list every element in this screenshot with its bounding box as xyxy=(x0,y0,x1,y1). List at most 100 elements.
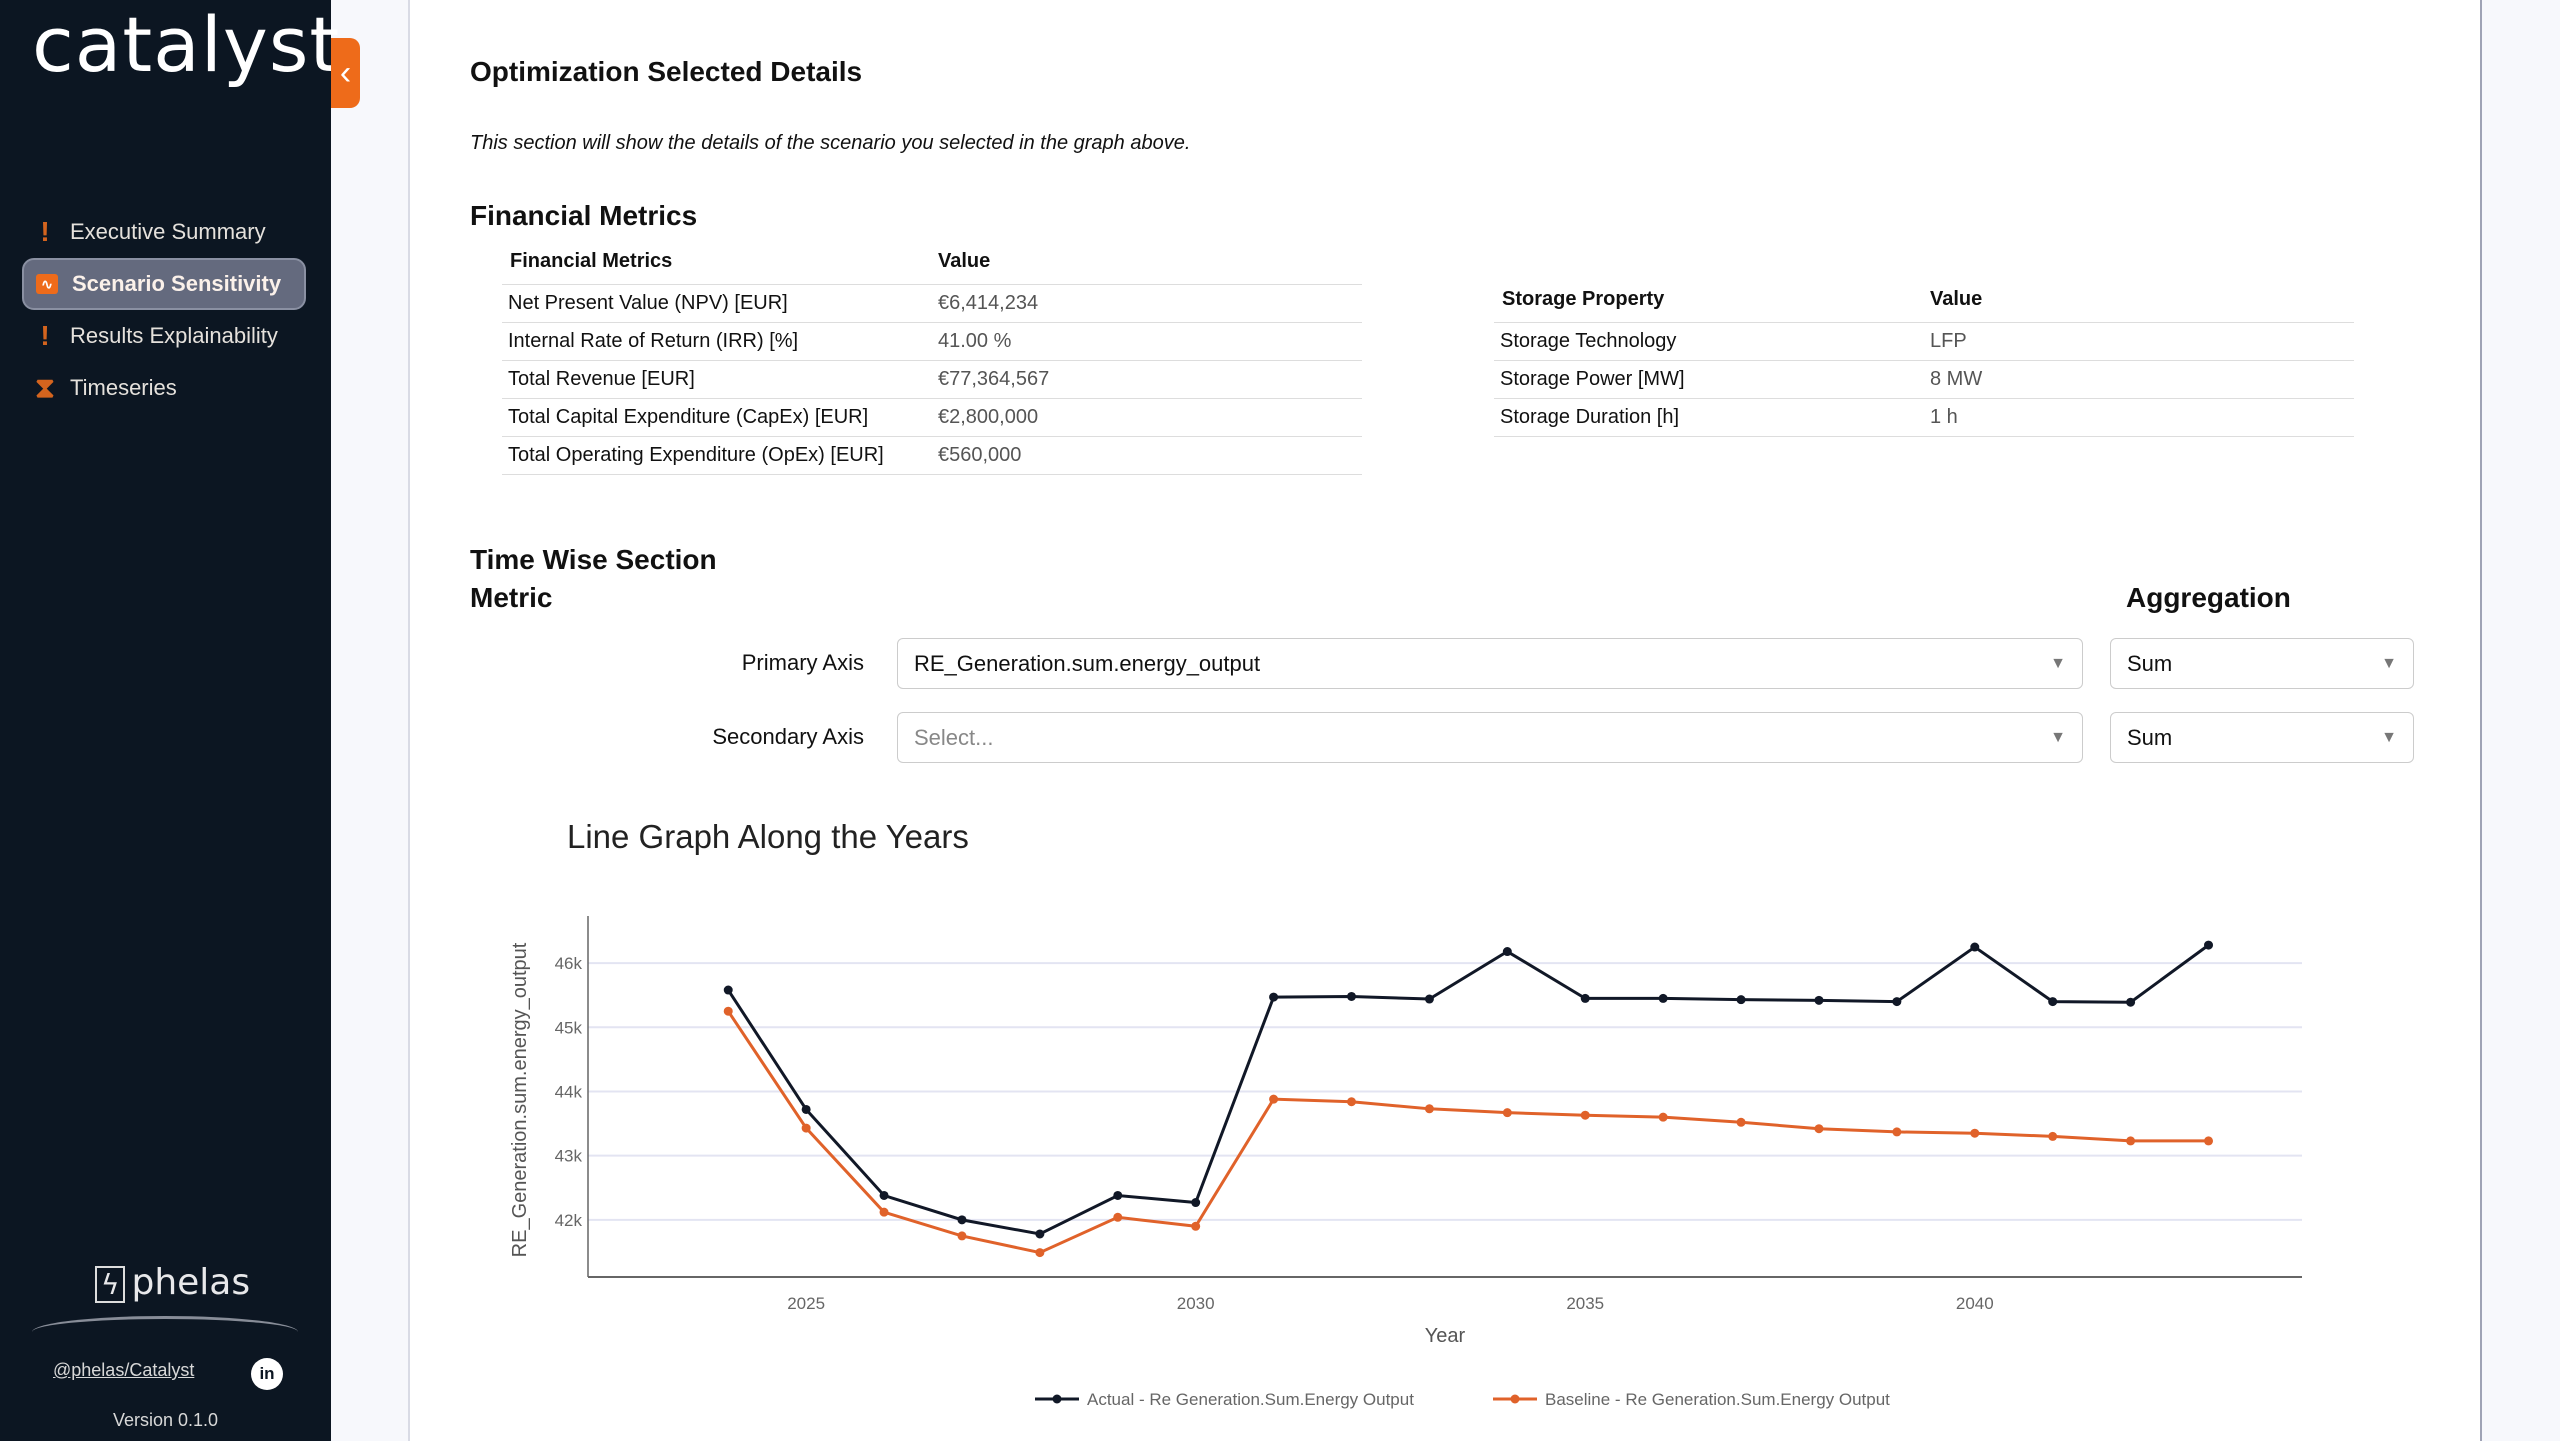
x-tick-label: 2030 xyxy=(1177,1294,1215,1313)
data-point[interactable] xyxy=(2204,1136,2214,1146)
data-point[interactable] xyxy=(1113,1212,1123,1222)
selected-value: RE_Generation.sum.energy_output xyxy=(914,651,1261,676)
label-cell: Storage Technology xyxy=(1494,321,1924,360)
metric-heading: Metric xyxy=(470,582,553,613)
data-point[interactable] xyxy=(1035,1248,1045,1258)
data-point[interactable] xyxy=(879,1190,889,1200)
sidebar-item-timeseries[interactable]: ⧗ Timeseries xyxy=(22,362,306,414)
data-point[interactable] xyxy=(723,1006,733,1016)
version-label: Version 0.1.0 xyxy=(112,1410,219,1430)
data-point[interactable] xyxy=(1814,995,1824,1005)
data-point[interactable] xyxy=(879,1207,889,1217)
label-cell: Internal Rate of Return (IRR) [%] xyxy=(502,321,932,360)
label-cell: Total Revenue [EUR] xyxy=(502,359,932,398)
financial-table: Financial Metrics Value Net Present Value… xyxy=(502,240,1362,475)
secondary-aggregation-select[interactable]: Sum ▼ xyxy=(2110,712,2414,763)
table-row: Storage Duration [h] 1 h xyxy=(1494,397,2354,437)
column-header: Value xyxy=(1930,288,1983,311)
data-point[interactable] xyxy=(1892,1127,1902,1137)
table-row: Net Present Value (NPV) [EUR] €6,414,234 xyxy=(502,283,1362,322)
data-point[interactable] xyxy=(1658,1112,1668,1122)
data-point[interactable] xyxy=(1736,995,1746,1005)
linkedin-icon[interactable]: in xyxy=(251,1358,283,1390)
sidebar-item-label: Executive Summary xyxy=(70,219,266,244)
sidebar-item-scenario-sensitivity[interactable]: ∿ Scenario Sensitivity xyxy=(22,258,306,310)
secondary-axis-select[interactable]: Select... ▼ xyxy=(897,712,2083,763)
label-cell: Total Operating Expenditure (OpEx) [EUR] xyxy=(502,435,932,475)
sidebar-item-executive-summary[interactable]: ! Executive Summary xyxy=(22,206,306,258)
data-point[interactable] xyxy=(957,1231,967,1241)
chevron-down-icon: ▼ xyxy=(2381,729,2397,746)
data-point[interactable] xyxy=(1424,994,1434,1004)
label-cell: Total Capital Expenditure (CapEx) [EUR] xyxy=(502,397,932,436)
y-tick-label: 43k xyxy=(555,1147,583,1166)
data-point[interactable] xyxy=(1347,1097,1357,1107)
data-point[interactable] xyxy=(1502,947,1512,957)
data-point[interactable] xyxy=(2204,940,2214,950)
y-axis-title: RE_Generation.sum.energy_output xyxy=(509,942,531,1257)
chevron-down-icon: ▼ xyxy=(2050,729,2066,746)
data-point[interactable] xyxy=(1424,1104,1434,1114)
chevron-down-icon: ▼ xyxy=(2050,655,2066,672)
exclamation-icon: ! xyxy=(40,320,50,351)
label-cell: Net Present Value (NPV) [EUR] xyxy=(502,283,932,322)
column-header: Financial Metrics xyxy=(510,250,673,273)
data-point[interactable] xyxy=(801,1123,811,1133)
sidebar-item-results-explainability[interactable]: ! Results Explainability xyxy=(22,310,306,362)
exclamation-icon: ! xyxy=(40,216,50,247)
y-tick-label: 45k xyxy=(555,1018,583,1037)
secondary-axis-label: Secondary Axis xyxy=(712,724,864,749)
collapse-sidebar-button[interactable]: ‹ xyxy=(331,38,360,108)
data-point[interactable] xyxy=(1502,1108,1512,1118)
data-point[interactable] xyxy=(801,1104,811,1114)
data-point[interactable] xyxy=(957,1215,967,1225)
primary-aggregation-select[interactable]: Sum ▼ xyxy=(2110,638,2414,689)
data-point[interactable] xyxy=(1814,1124,1824,1134)
data-point[interactable] xyxy=(1580,993,1590,1003)
label-cell: Storage Power [MW] xyxy=(1494,359,1924,398)
y-tick-label: 46k xyxy=(555,954,583,973)
sidebar-item-label: Results Explainability xyxy=(70,323,278,348)
data-point[interactable] xyxy=(1970,1128,1980,1138)
data-point[interactable] xyxy=(1191,1221,1201,1231)
label-cell: Storage Duration [h] xyxy=(1494,397,1924,437)
primary-axis-label: Primary Axis xyxy=(741,650,864,675)
data-point[interactable] xyxy=(1269,1094,1279,1104)
data-point[interactable] xyxy=(723,985,733,995)
data-point[interactable] xyxy=(1892,997,1902,1007)
legend-item[interactable]: Baseline - Re Generation.Sum.Energy Outp… xyxy=(1545,1390,1890,1409)
value-cell: 1 h xyxy=(1924,397,2354,437)
legend-marker xyxy=(1510,1394,1520,1404)
table-row: Total Operating Expenditure (OpEx) [EUR]… xyxy=(502,435,1362,475)
value-cell: €6,414,234 xyxy=(932,283,1362,322)
value-cell: €560,000 xyxy=(932,435,1362,475)
series-line-1 xyxy=(726,1010,2209,1255)
x-axis-title: Year xyxy=(1425,1325,1466,1347)
data-point[interactable] xyxy=(1269,992,1279,1002)
table-row: Storage Power [MW] 8 MW xyxy=(1494,359,2354,398)
legend-item[interactable]: Actual - Re Generation.Sum.Energy Output xyxy=(1087,1390,1414,1409)
data-point[interactable] xyxy=(2126,997,2136,1007)
placeholder: Select... xyxy=(914,725,994,750)
data-point[interactable] xyxy=(1658,993,1668,1003)
github-link[interactable]: @phelas/Catalyst xyxy=(53,1360,195,1380)
data-point[interactable] xyxy=(2048,1131,2058,1141)
sidebar-item-label: Scenario Sensitivity xyxy=(72,271,282,296)
data-point[interactable] xyxy=(2048,997,2058,1007)
table-row: Total Revenue [EUR] €77,364,567 xyxy=(502,359,1362,398)
primary-axis-select[interactable]: RE_Generation.sum.energy_output ▼ xyxy=(897,638,2083,689)
data-point[interactable] xyxy=(1191,1198,1201,1208)
selected-value: Sum xyxy=(2127,725,2173,750)
data-point[interactable] xyxy=(1736,1117,1746,1127)
divider xyxy=(32,1316,298,1332)
sidebar: catalyst ! Executive Summary ∿ Scenario Se… xyxy=(0,0,339,1441)
y-tick-label: 44k xyxy=(555,1082,583,1101)
data-point[interactable] xyxy=(1347,991,1357,1001)
data-point[interactable] xyxy=(1113,1190,1123,1200)
data-point[interactable] xyxy=(1035,1229,1045,1239)
data-point[interactable] xyxy=(2126,1136,2136,1146)
data-point[interactable] xyxy=(1580,1110,1590,1120)
phelas-logo: ϟ phelas xyxy=(95,1262,250,1303)
data-point[interactable] xyxy=(1970,942,1980,952)
